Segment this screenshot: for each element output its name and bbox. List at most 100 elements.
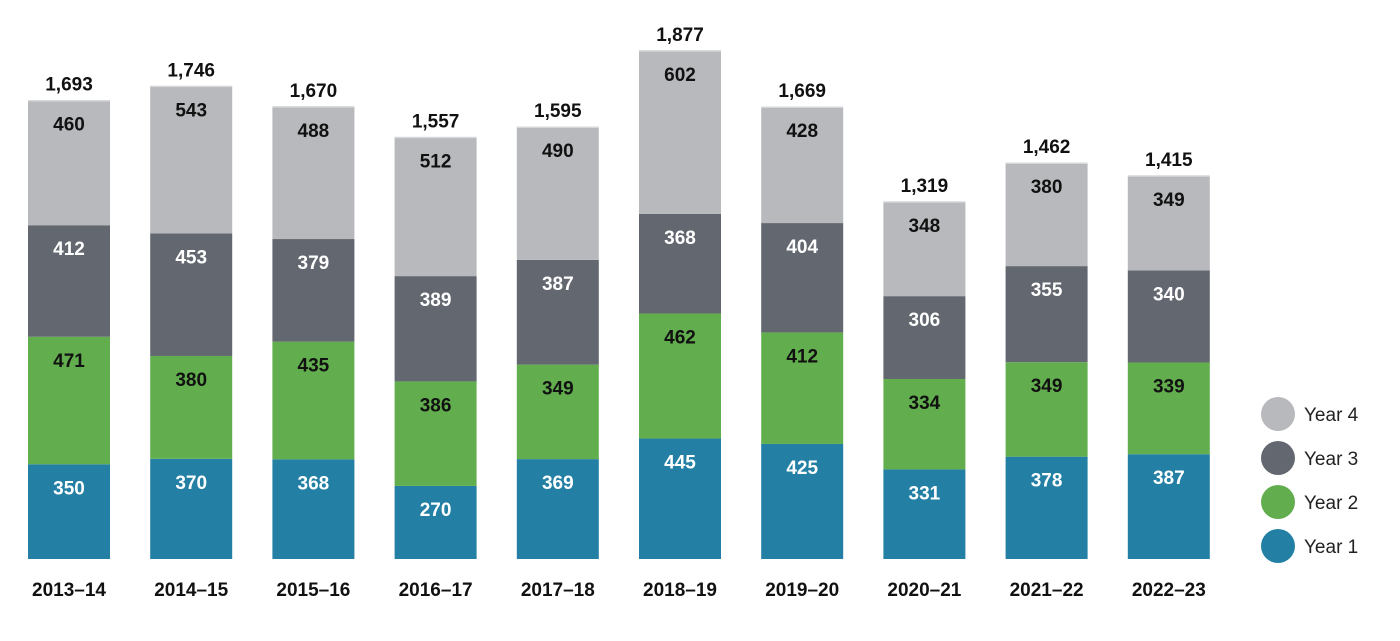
data-label: 334 bbox=[909, 393, 941, 414]
bar-segment-year-2 bbox=[516, 364, 599, 460]
data-label: 543 bbox=[175, 100, 207, 121]
data-label: 349 bbox=[542, 379, 574, 400]
data-label: 306 bbox=[909, 310, 941, 331]
bar-segment-year-4 bbox=[150, 86, 233, 234]
bar-segment-year-2 bbox=[761, 332, 844, 444]
data-label: 445 bbox=[664, 453, 696, 474]
tick-label: 2013–14 bbox=[32, 580, 106, 601]
bar-segment-year-4 bbox=[516, 127, 599, 260]
bar-segment-year-3 bbox=[150, 233, 233, 356]
bar-segment-year-2 bbox=[28, 336, 110, 465]
legend-label: Year 4 bbox=[1304, 405, 1359, 426]
bar-segment-year-1 bbox=[516, 459, 599, 559]
data-label: 453 bbox=[175, 247, 207, 268]
bar-segment-year-4 bbox=[639, 50, 721, 214]
bar-segment-year-2 bbox=[1005, 362, 1088, 457]
bar-segment-year-4 bbox=[1005, 163, 1088, 267]
bar-segment-year-3 bbox=[761, 223, 844, 333]
data-label: 368 bbox=[664, 228, 696, 249]
bar-segment-year-4 bbox=[272, 106, 355, 240]
bar-segment-year-2 bbox=[272, 341, 355, 460]
bar-segment-year-3 bbox=[28, 225, 110, 337]
total-label: 1,462 bbox=[1023, 137, 1071, 158]
data-label: 350 bbox=[53, 478, 85, 499]
bar-stack-2: 370 380 453 543 bbox=[150, 85, 233, 559]
tick-label: 2016–17 bbox=[399, 580, 473, 601]
legend-label: Year 3 bbox=[1304, 449, 1358, 470]
bar-segment-year-2 bbox=[883, 378, 966, 470]
data-label: 380 bbox=[1031, 177, 1063, 198]
data-label: 462 bbox=[664, 327, 696, 348]
tick-label: 2018–19 bbox=[643, 580, 717, 601]
bar-segment-year-3 bbox=[1127, 270, 1210, 363]
legend-label: Year 2 bbox=[1304, 493, 1358, 514]
tick-label: 2021–22 bbox=[1010, 580, 1084, 601]
bar-stack-1: 350 471 412 460 bbox=[28, 99, 110, 559]
bar-segment-year-1 bbox=[150, 458, 233, 559]
total-label: 1,670 bbox=[290, 81, 338, 102]
bar-segment-year-1 bbox=[28, 464, 110, 559]
data-label: 379 bbox=[298, 253, 330, 274]
data-label: 355 bbox=[1031, 280, 1063, 301]
legend-swatch bbox=[1261, 529, 1295, 563]
bars-layer: 350 471 412 460 370 380 453 543 368 435 379 488 270 3… bbox=[28, 50, 1210, 559]
legend-item-year-1: Year 1 bbox=[1261, 529, 1358, 563]
data-label: 435 bbox=[298, 356, 330, 377]
data-label: 428 bbox=[786, 121, 818, 142]
total-label: 1,746 bbox=[167, 60, 215, 81]
tick-label: 2019–20 bbox=[765, 580, 839, 601]
data-label: 425 bbox=[786, 458, 818, 479]
bar-segment-year-3 bbox=[394, 276, 477, 382]
legend-label: Year 1 bbox=[1304, 537, 1358, 558]
data-label: 331 bbox=[909, 483, 941, 504]
data-label: 389 bbox=[420, 290, 452, 311]
bar-stack-6: 445 462 368 602 bbox=[639, 50, 721, 559]
tick-label: 2022–23 bbox=[1132, 580, 1206, 601]
data-label: 460 bbox=[53, 115, 85, 136]
bar-segment-year-3 bbox=[272, 239, 355, 342]
bar-segment-year-2 bbox=[1127, 362, 1210, 455]
total-label: 1,557 bbox=[412, 112, 460, 133]
tick-label: 2020–21 bbox=[887, 580, 961, 601]
bar-stack-9: 378 349 355 380 bbox=[1005, 162, 1088, 559]
data-label: 380 bbox=[175, 370, 207, 391]
data-label: 471 bbox=[53, 351, 85, 372]
bar-segment-year-4 bbox=[883, 201, 966, 297]
data-label: 368 bbox=[298, 473, 330, 494]
bar-segment-year-1 bbox=[1005, 456, 1088, 559]
total-label: 1,669 bbox=[778, 81, 826, 102]
total-label: 1,693 bbox=[45, 75, 93, 96]
data-label: 378 bbox=[1031, 471, 1063, 492]
legend-swatch bbox=[1261, 485, 1295, 519]
data-label: 370 bbox=[175, 473, 207, 494]
bar-stack-7: 425 412 404 428 bbox=[761, 106, 844, 559]
data-label: 602 bbox=[664, 65, 696, 86]
bar-segment-year-1 bbox=[394, 485, 477, 559]
data-label: 387 bbox=[1153, 468, 1185, 489]
bar-segment-year-2 bbox=[394, 381, 477, 486]
bar-stack-4: 270 386 389 512 bbox=[394, 136, 477, 559]
data-label: 369 bbox=[542, 473, 574, 494]
data-label: 488 bbox=[298, 121, 330, 142]
data-label: 412 bbox=[786, 346, 818, 367]
tick-label: 2017–18 bbox=[521, 580, 595, 601]
data-label: 349 bbox=[1153, 190, 1185, 211]
totals-layer: 1,693 1,746 1,670 1,557 1,595 1,877 1,669 1,319… bbox=[45, 25, 1193, 197]
category-labels-layer: 2013–14 2014–15 2015–16 2016–17 2017–18 2018–… bbox=[32, 580, 1206, 601]
legend-item-year-2: Year 2 bbox=[1261, 485, 1358, 519]
total-label: 1,595 bbox=[534, 101, 582, 122]
data-label: 339 bbox=[1153, 376, 1185, 397]
bar-segment-year-2 bbox=[150, 355, 233, 459]
data-label: 270 bbox=[420, 500, 452, 521]
bar-segment-year-3 bbox=[516, 259, 599, 365]
bar-segment-year-1 bbox=[272, 459, 355, 559]
legend: Year 4 Year 3 Year 2 Year 1 bbox=[1261, 397, 1359, 563]
data-label: 349 bbox=[1031, 376, 1063, 397]
legend-item-year-3: Year 3 bbox=[1261, 441, 1358, 475]
data-label: 512 bbox=[420, 152, 452, 173]
bar-segment-year-1 bbox=[639, 438, 721, 559]
bar-segment-year-4 bbox=[28, 100, 110, 226]
legend-item-year-4: Year 4 bbox=[1261, 397, 1359, 431]
bar-segment-year-3 bbox=[1005, 266, 1088, 363]
